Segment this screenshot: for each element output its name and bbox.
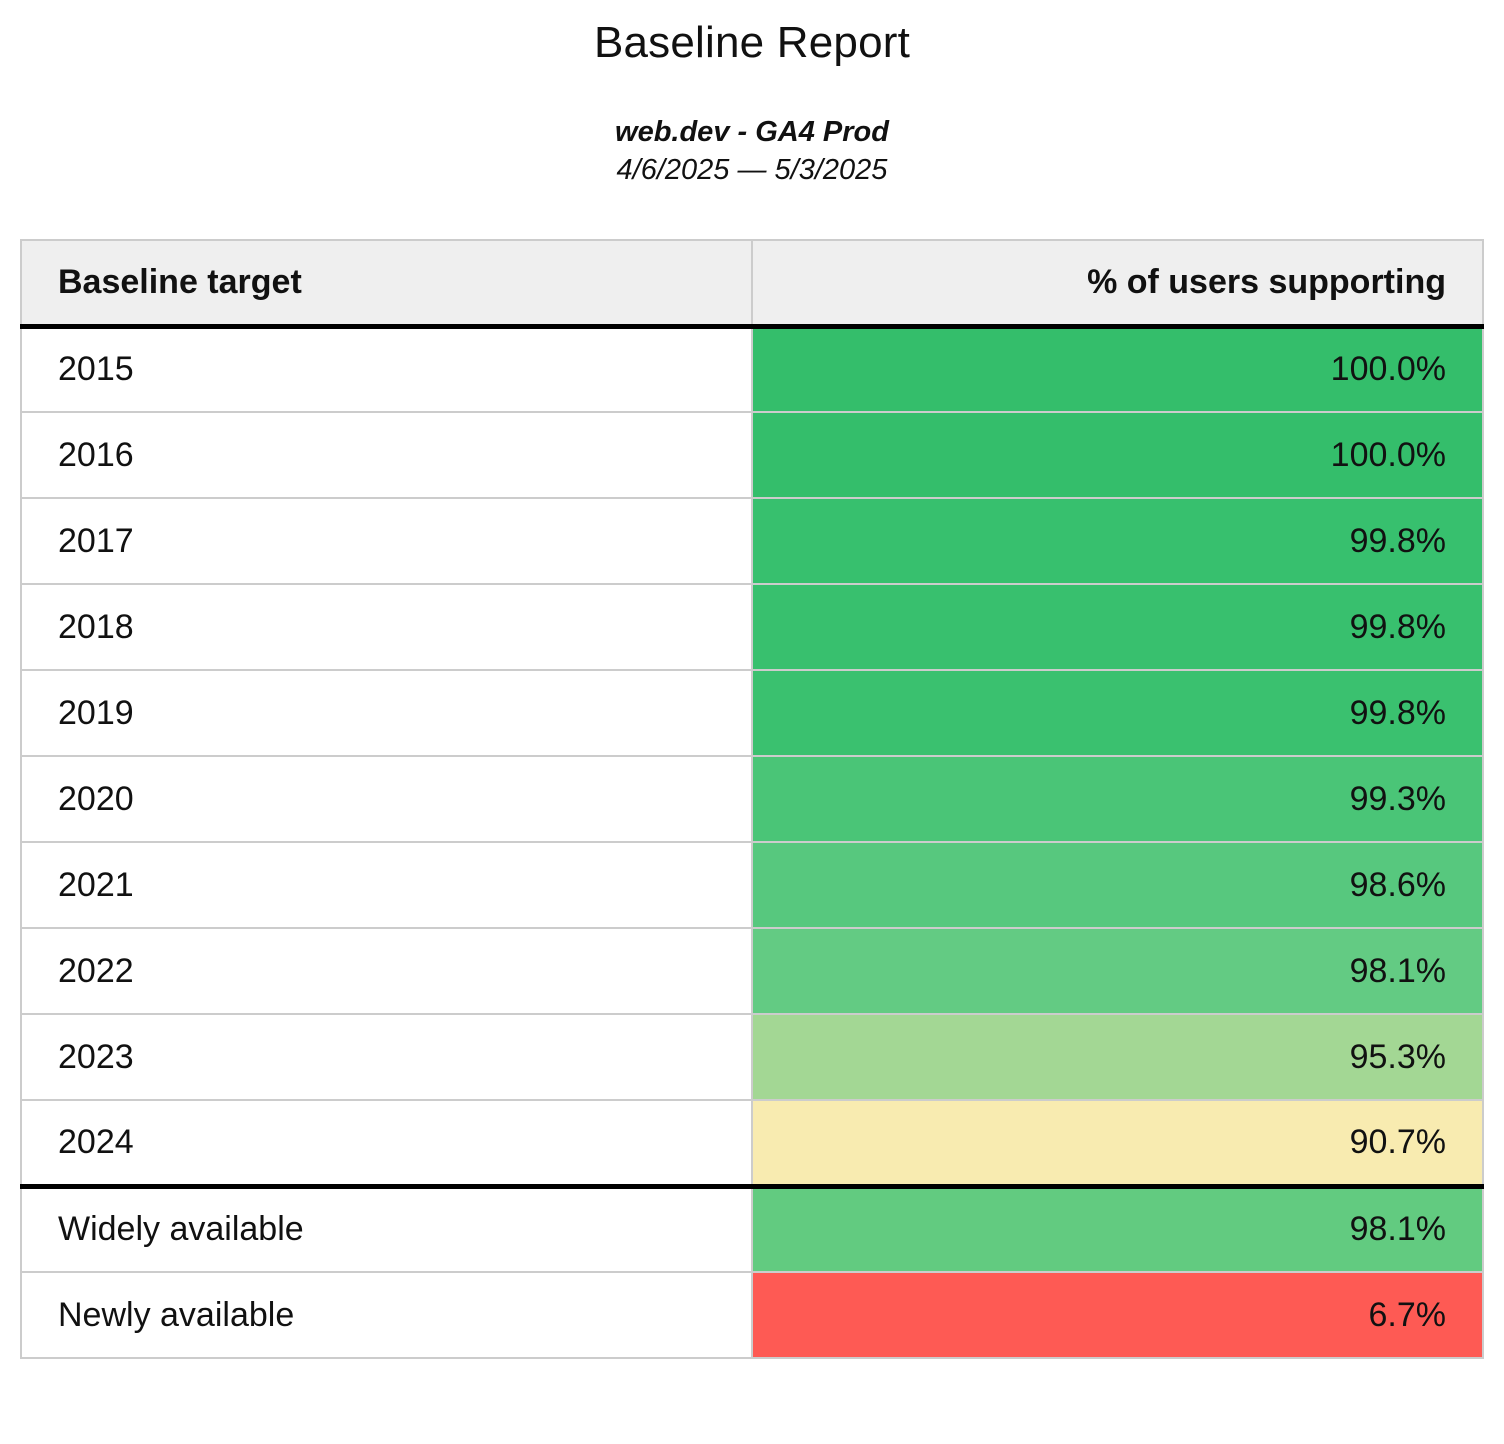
table-row: 2021 98.6% xyxy=(20,841,1484,929)
baseline-target-cell: 2016 xyxy=(20,411,753,499)
table-row: 2024 90.7% xyxy=(20,1099,1484,1187)
table-body: 2015 100.0% 2016 100.0% 2017 99.8% 2018 … xyxy=(20,325,1484,1359)
percent-value-cell: 99.3% xyxy=(751,755,1484,843)
table-row: 2015 100.0% xyxy=(20,325,1484,413)
page-title: Baseline Report xyxy=(593,18,911,67)
baseline-target-cell: 2023 xyxy=(20,1013,753,1101)
table-row: 2023 95.3% xyxy=(20,1013,1484,1101)
report-subtitle: web.dev - GA4 Prod xyxy=(615,116,889,148)
table-row: 2020 99.3% xyxy=(20,755,1484,843)
percent-value-cell: 99.8% xyxy=(751,497,1484,585)
percent-value-cell: 98.1% xyxy=(751,1183,1484,1273)
column-header-percent-users: % of users supporting xyxy=(751,239,1484,329)
baseline-target-cell: 2019 xyxy=(20,669,753,757)
percent-value-cell: 90.7% xyxy=(751,1099,1484,1187)
percent-value-cell: 100.0% xyxy=(751,325,1484,413)
percent-value-cell: 98.6% xyxy=(751,841,1484,929)
table-header-row: Baseline target % of users supporting xyxy=(20,239,1484,329)
table-row: Widely available 98.1% xyxy=(20,1183,1484,1273)
percent-value-cell: 98.1% xyxy=(751,927,1484,1015)
baseline-target-cell: 2017 xyxy=(20,497,753,585)
percent-value-cell: 99.8% xyxy=(751,583,1484,671)
report-header: Baseline Report web.dev - GA4 Prod 4/6/2… xyxy=(0,18,1504,187)
percent-value-cell: 100.0% xyxy=(751,411,1484,499)
column-header-baseline-target: Baseline target xyxy=(20,239,753,329)
baseline-table: Baseline target % of users supporting 20… xyxy=(20,239,1484,1359)
baseline-target-cell: 2021 xyxy=(20,841,753,929)
baseline-target-cell: 2018 xyxy=(20,583,753,671)
table-row: 2019 99.8% xyxy=(20,669,1484,757)
table-row: 2018 99.8% xyxy=(20,583,1484,671)
percent-value-cell: 95.3% xyxy=(751,1013,1484,1101)
report-date-range: 4/6/2025 — 5/3/2025 xyxy=(616,154,888,186)
baseline-target-cell: 2024 xyxy=(20,1099,753,1187)
table-row: 2016 100.0% xyxy=(20,411,1484,499)
percent-value-cell: 99.8% xyxy=(751,669,1484,757)
table-row: Newly available 6.7% xyxy=(20,1271,1484,1359)
baseline-target-cell: 2022 xyxy=(20,927,753,1015)
baseline-target-cell: Widely available xyxy=(20,1183,753,1273)
table-row: 2022 98.1% xyxy=(20,927,1484,1015)
baseline-target-cell: 2015 xyxy=(20,325,753,413)
baseline-target-cell: 2020 xyxy=(20,755,753,843)
table-row: 2017 99.8% xyxy=(20,497,1484,585)
percent-value-cell: 6.7% xyxy=(751,1271,1484,1359)
table-header: Baseline target % of users supporting xyxy=(20,239,1484,329)
baseline-target-cell: Newly available xyxy=(20,1271,753,1359)
